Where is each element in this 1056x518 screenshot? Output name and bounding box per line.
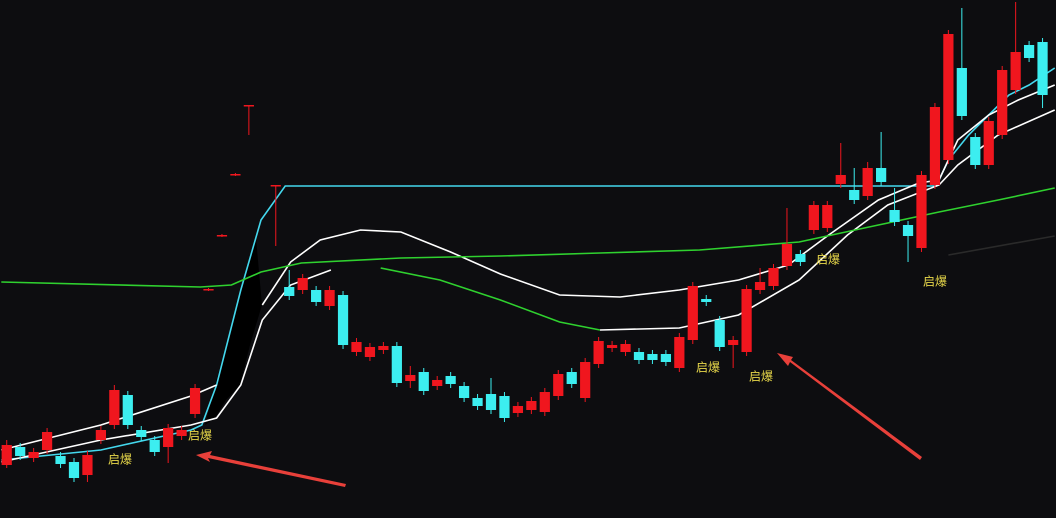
candle-body bbox=[660, 354, 671, 362]
candle-body bbox=[230, 174, 241, 176]
annotation: 启爆 bbox=[108, 453, 132, 467]
candle-body bbox=[284, 287, 295, 296]
candle-body bbox=[176, 430, 187, 436]
candle-body bbox=[674, 337, 685, 368]
candle-body bbox=[15, 447, 26, 456]
line bbox=[948, 235, 1055, 256]
candle-body bbox=[970, 137, 981, 165]
candles bbox=[1, 2, 1048, 482]
candle-body bbox=[929, 107, 941, 185]
candle-body bbox=[512, 406, 524, 413]
line bbox=[1, 187, 1055, 288]
candle-body bbox=[822, 205, 833, 228]
candle-body bbox=[324, 290, 335, 306]
band-fill bbox=[205, 238, 262, 425]
candle-body bbox=[445, 376, 456, 384]
candle-body bbox=[109, 390, 120, 425]
annotation: 启爆 bbox=[923, 275, 947, 289]
candle-body bbox=[149, 440, 160, 452]
arrows bbox=[196, 353, 922, 487]
candle-body bbox=[687, 286, 698, 340]
candle-body bbox=[566, 372, 577, 384]
candle-body bbox=[122, 395, 133, 425]
candle-body bbox=[458, 386, 470, 398]
candle-body bbox=[41, 432, 53, 450]
candle-body bbox=[1023, 45, 1035, 58]
candle-body bbox=[270, 185, 281, 187]
candle-body bbox=[593, 341, 604, 364]
candle-body bbox=[163, 428, 174, 447]
candle-body bbox=[553, 374, 564, 396]
candle-body bbox=[647, 354, 658, 360]
line bbox=[380, 267, 601, 331]
candle-body bbox=[795, 254, 806, 262]
candle-body bbox=[1037, 42, 1048, 95]
arrow bbox=[777, 353, 922, 460]
candle-body bbox=[1, 445, 12, 465]
annotation: 启爆 bbox=[749, 370, 773, 384]
candle-body bbox=[902, 225, 914, 236]
candle-body bbox=[189, 388, 201, 414]
candle-body bbox=[499, 396, 510, 418]
candle-body bbox=[216, 235, 228, 237]
candle-body bbox=[68, 462, 80, 478]
candle-body bbox=[606, 345, 618, 348]
candle-body bbox=[82, 455, 93, 475]
annotation: 启爆 bbox=[696, 361, 720, 375]
candle-body bbox=[472, 398, 483, 406]
candle-body bbox=[391, 346, 402, 383]
candle-body bbox=[418, 372, 429, 391]
candle-body bbox=[916, 175, 927, 248]
candle-body bbox=[95, 430, 107, 440]
candle-body bbox=[526, 401, 537, 410]
annotation: 启爆 bbox=[188, 429, 212, 443]
arrow bbox=[196, 451, 346, 487]
candle-body bbox=[862, 168, 873, 196]
candle-body bbox=[243, 105, 254, 107]
candle-body bbox=[620, 344, 631, 352]
candle-body bbox=[405, 375, 416, 381]
candle-body bbox=[633, 352, 645, 360]
candle-body bbox=[485, 394, 497, 410]
annotation: 启爆 bbox=[816, 253, 840, 267]
candle-body bbox=[580, 362, 591, 398]
candle-body bbox=[28, 452, 39, 458]
candle-body bbox=[432, 380, 443, 386]
candle-body bbox=[835, 175, 846, 184]
candle-body bbox=[889, 210, 900, 222]
candle-body bbox=[1010, 52, 1021, 90]
candle-body bbox=[378, 346, 389, 350]
candle-body bbox=[754, 282, 766, 290]
candle-body bbox=[297, 278, 308, 290]
candle-body bbox=[311, 290, 322, 302]
candle-body bbox=[203, 289, 214, 291]
candle-body bbox=[351, 342, 362, 352]
candle-body bbox=[956, 68, 967, 116]
candle-body bbox=[728, 340, 739, 345]
candle-body bbox=[781, 244, 793, 266]
candle-body bbox=[808, 205, 819, 230]
candle-body bbox=[539, 392, 550, 412]
candle-body bbox=[997, 70, 1008, 135]
candle-body bbox=[55, 456, 66, 464]
candle-body bbox=[876, 168, 887, 182]
candle-body bbox=[364, 347, 376, 357]
candle-body bbox=[136, 430, 147, 437]
candle-body bbox=[741, 289, 752, 352]
candle-body bbox=[943, 34, 954, 160]
candle-body bbox=[701, 299, 712, 302]
candle-body bbox=[849, 190, 860, 200]
candle-body bbox=[983, 121, 994, 165]
candle-body bbox=[768, 268, 779, 286]
candle-body bbox=[714, 320, 725, 347]
candle-body bbox=[337, 295, 349, 345]
